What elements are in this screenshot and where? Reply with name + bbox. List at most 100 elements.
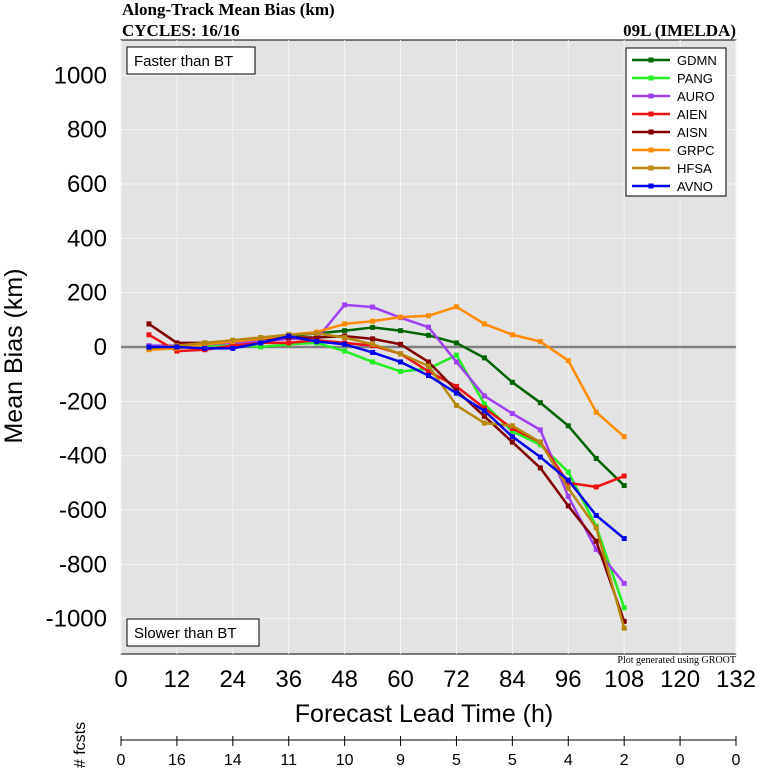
data-point-grpc [593,409,599,415]
fcsts-count: 16 [168,752,186,769]
data-point-gdmn [509,379,515,385]
data-point-aisn [593,538,599,544]
data-point-hfsa [509,423,515,429]
y-tick-label: 0 [94,334,107,361]
legend-label: AISN [677,125,707,140]
x-tick-label: 72 [443,666,470,693]
data-point-pang [565,469,571,475]
data-point-aien [565,480,571,486]
data-point-hfsa [593,525,599,531]
x-tick-label: 36 [275,666,302,693]
fcsts-count: 0 [676,752,685,769]
data-point-gdmn [370,324,376,330]
cycles-label: CYCLES: 16/16 [122,21,240,40]
data-point-aisn [453,387,459,393]
data-point-aisn [370,336,376,342]
data-point-hfsa [370,341,376,347]
slower-annotation: Slower than BT [126,618,260,647]
legend-marker [648,183,654,189]
legend-entry-grpc: GRPC [632,143,715,158]
data-point-avno [509,434,515,440]
data-point-gdmn [398,328,404,334]
legend-label: GRPC [677,143,715,158]
legend-label: AIEN [677,107,707,122]
series-line-avno [148,334,625,540]
data-point-grpc [426,313,431,319]
storm-label: 09L (IMELDA) [623,21,736,40]
data-point-grpc [481,321,487,327]
x-tick-label: 84 [499,666,526,693]
legend-entry-gdmn: GDMN [632,53,717,68]
data-point-pang [621,605,627,611]
legend-marker [648,75,654,81]
data-point-hfsa [230,337,236,343]
series-line-hfsa [148,332,626,629]
data-point-aisn [509,439,515,445]
legend-label: AVNO [677,179,713,194]
fcsts-count: 10 [336,752,354,769]
data-point-aien [509,426,515,432]
data-point-avno [174,344,180,350]
x-tick-label: 132 [716,666,756,693]
fcsts-count: 2 [620,752,629,769]
credit-label: Plot generated using GROOT [617,655,736,666]
data-point-pang [342,348,348,354]
legend: GDMN PANG AURO AIEN AISN GRPC HFSA AVNO [625,47,727,197]
fcsts-count: 11 [280,752,297,769]
legend-label: GDMN [677,53,717,68]
data-point-auro [537,427,543,433]
data-point-grpc [342,321,348,327]
fcsts-count: 0 [732,752,741,769]
data-point-avno [565,477,571,483]
data-point-avno [230,345,236,351]
fcsts-count: 9 [396,752,405,769]
data-point-aien [230,343,236,349]
data-point-grpc [537,339,543,345]
y-tick-label: 400 [67,225,107,252]
fcsts-count: 4 [564,752,573,769]
data-point-gdmn [621,483,627,489]
data-point-avno [258,340,264,346]
y-tick-label: -400 [59,443,107,470]
data-point-aisn [621,618,627,624]
legend-entry-aisn: AISN [632,125,707,140]
data-point-avno [370,349,376,355]
data-point-aisn [565,503,571,509]
x-tick-label: 108 [604,666,644,693]
data-point-hfsa [621,625,627,631]
chart-title: Along-Track Mean Bias (km) [122,0,335,19]
legend-label: PANG [677,71,713,86]
fcsts-count: 5 [508,752,517,769]
y-tick-label: 800 [67,117,107,144]
data-point-auro [565,493,571,499]
data-point-aien [481,405,487,411]
data-point-aisn [481,413,487,419]
data-point-grpc [621,434,627,440]
legend-marker [648,165,654,171]
data-point-aisn [537,465,543,471]
data-point-grpc [509,332,515,338]
series-line-grpc [148,305,626,438]
x-tick-label: 24 [219,666,246,693]
data-point-aien [146,332,152,338]
y-tick-label: 600 [67,171,107,198]
y-tick-label: -800 [59,551,107,578]
y-tick-label: 200 [67,280,107,307]
x-axis-label: Forecast Lead Time (h) [295,700,553,728]
x-tick-label: 48 [331,666,358,693]
data-point-auro [453,359,459,365]
legend-marker [648,57,654,63]
data-point-gdmn [565,423,571,429]
data-point-aien [174,348,180,354]
data-point-gdmn [453,340,459,346]
data-point-hfsa [202,340,208,346]
fcsts-count: 14 [224,752,242,769]
legend-label: AURO [677,89,715,104]
legend-marker [648,129,654,135]
data-point-hfsa [453,402,459,408]
legend-entry-auro: AURO [632,89,715,104]
data-point-pang [537,442,543,448]
data-point-hfsa [258,334,264,340]
slower-label: Slower than BT [134,625,237,642]
legend-entry-aien: AIEN [632,107,707,122]
